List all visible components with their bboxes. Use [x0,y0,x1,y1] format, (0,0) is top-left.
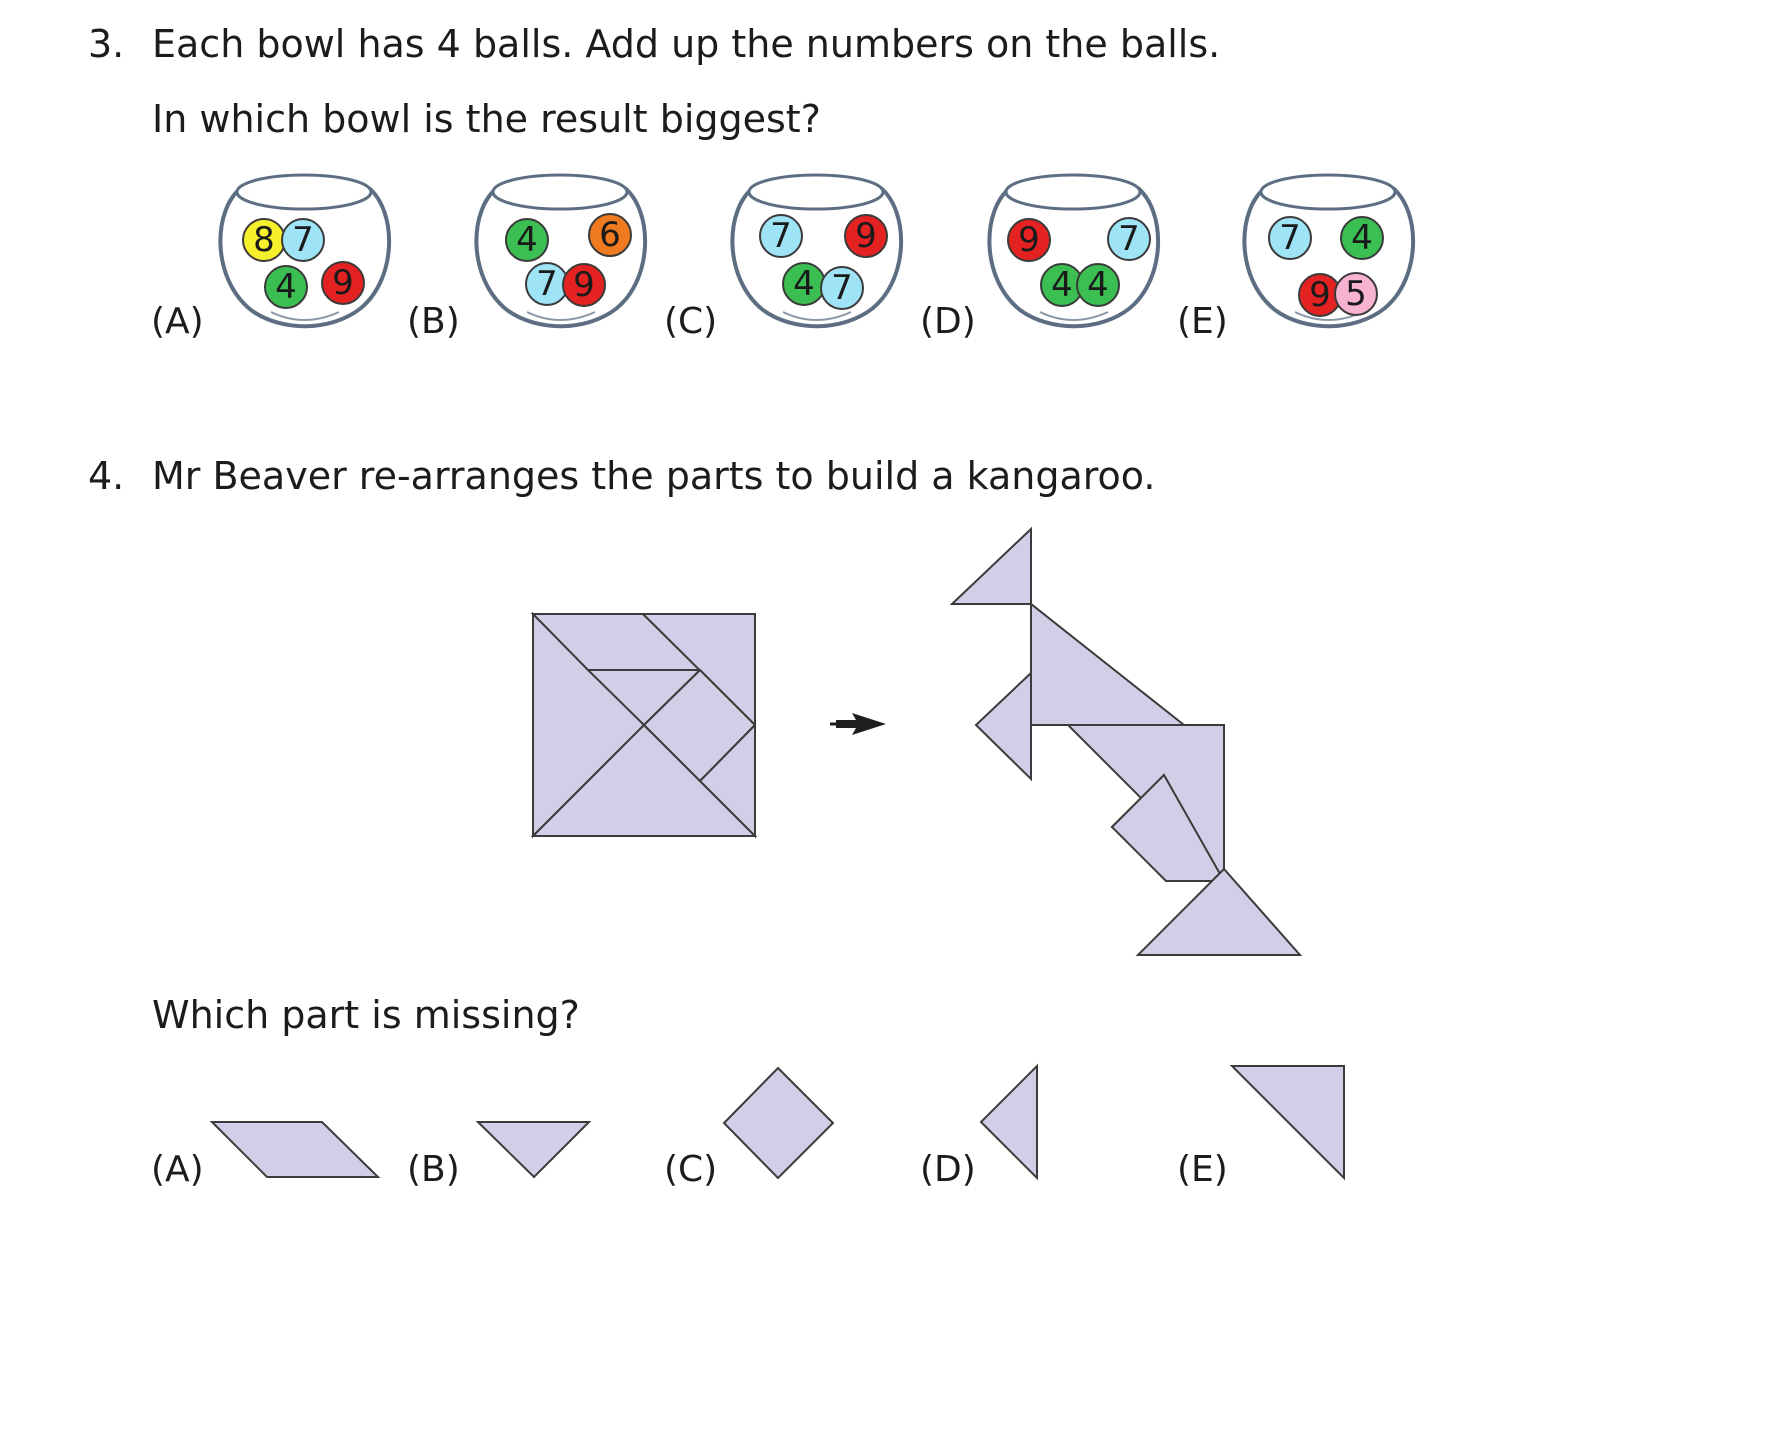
q3-option-e-label[interactable]: (E) [1177,301,1228,342]
option-c-square[interactable] [722,1066,837,1181]
svg-text:4: 4 [275,267,297,307]
svg-text:7: 7 [1118,219,1140,259]
svg-text:6: 6 [599,215,621,255]
q3-option-a-label[interactable]: (A) [151,301,204,342]
svg-text:9: 9 [1309,275,1331,315]
bowl-b: 4 6 7 9 [474,173,648,329]
svg-text:7: 7 [831,268,853,308]
bowl-e: 7 4 9 5 [1242,173,1416,329]
q3-option-b-label[interactable]: (B) [407,301,460,342]
svg-text:9: 9 [855,216,877,256]
q3-option-c-label[interactable]: (C) [664,301,718,342]
ball-7: 7 [1107,217,1151,261]
ball-9: 9 [1007,218,1051,262]
option-b-triangle[interactable] [475,1120,592,1180]
svg-text:9: 9 [332,263,354,303]
q4-option-a-label[interactable]: (A) [151,1149,204,1190]
bowl-a: 8 7 4 9 [218,173,392,329]
kangaroo-figure [949,526,1303,956]
bowl-c: 7 9 4 7 [730,173,904,329]
option-a-parallelogram[interactable] [209,1120,381,1180]
ball-9: 9 [562,263,606,307]
svg-text:9: 9 [573,265,595,305]
q4-option-b-label[interactable]: (B) [407,1149,460,1190]
q4-option-c-label[interactable]: (C) [664,1149,718,1190]
option-e-triangle[interactable] [1229,1064,1348,1182]
svg-text:9: 9 [1018,220,1040,260]
svg-text:5: 5 [1345,274,1367,314]
ball-4: 4 [782,262,826,306]
ball-6: 6 [588,213,632,257]
ball-4: 4 [264,265,308,309]
ball-4: 4 [1040,263,1084,307]
svg-text:4: 4 [1051,265,1073,305]
ball-5: 5 [1334,272,1378,316]
ball-9: 9 [1298,273,1342,317]
ball-7: 7 [281,218,325,262]
ball-4: 4 [505,218,549,262]
svg-text:4: 4 [516,220,538,260]
option-d-triangle[interactable] [978,1063,1040,1182]
svg-text:7: 7 [536,264,558,304]
svg-text:4: 4 [1351,218,1373,258]
question-3-prompt: In which bowl is the result biggest? [152,97,821,141]
q4-option-d-label[interactable]: (D) [920,1149,976,1190]
svg-text:7: 7 [770,216,792,256]
ball-9: 9 [844,214,888,258]
question-4-text: Mr Beaver re-arranges the parts to build… [152,454,1156,498]
question-3-number: 3. [88,22,125,66]
question-3-text: Each bowl has 4 balls. Add up the number… [152,22,1221,66]
svg-text:4: 4 [793,264,815,304]
ball-4: 4 [1340,216,1384,260]
ball-9: 9 [321,261,365,305]
ball-7: 7 [1268,216,1312,260]
right-arrow-icon [830,713,886,735]
ball-4: 4 [1076,263,1120,307]
ball-8: 8 [242,218,286,262]
tangram-square [530,611,758,839]
ball-7: 7 [820,266,864,310]
bowl-d: 9 7 4 4 [987,173,1161,329]
svg-text:7: 7 [292,220,314,260]
svg-text:8: 8 [253,220,275,260]
question-4-prompt: Which part is missing? [152,993,580,1037]
ball-7: 7 [525,262,569,306]
ball-7: 7 [759,214,803,258]
q3-option-d-label[interactable]: (D) [920,301,976,342]
svg-text:7: 7 [1279,218,1301,258]
q4-option-e-label[interactable]: (E) [1177,1149,1228,1190]
question-4-number: 4. [88,454,125,498]
svg-text:4: 4 [1087,265,1109,305]
